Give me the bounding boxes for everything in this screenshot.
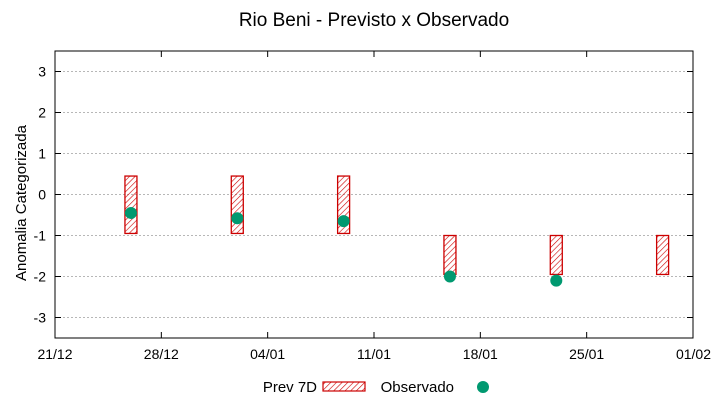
legend-label-obs: Observado [381,379,454,396]
observed-point [550,274,563,287]
x-tick-label: 11/01 [357,346,391,362]
legend: Prev 7D Observado [263,379,489,396]
forecast-bar [443,234,457,276]
forecast-bar [655,234,670,276]
observed-point [231,212,244,225]
chart-title: Rio Beni - Previsto x Observado [239,10,509,31]
legend-swatch-prev [322,381,366,392]
y-tick-label: 2 [38,105,46,121]
x-tick-label: 04/01 [250,346,285,362]
forecast-bar [549,234,563,276]
y-tick-label: -1 [34,228,47,244]
observed-point [124,206,137,219]
x-axis: 21/12 28/12 04/01 11/01 18/01 25/01 01/02 [37,51,711,362]
plot-area [54,50,694,339]
grid-lines [55,71,693,318]
x-tick-label: 28/12 [144,346,179,362]
observed-point [443,270,456,283]
x-tick-label: 01/02 [676,346,711,362]
forecast-series [124,175,670,276]
legend-label-prev: Prev 7D [263,379,317,396]
x-tick-label: 21/12 [37,346,72,362]
observed-series [124,206,563,287]
y-tick-label: -2 [34,269,47,285]
y-axis-title: Anomalia Categorizada [13,124,30,281]
forecast-bar [230,175,244,235]
x-tick-label: 25/01 [569,346,604,362]
forecast-bar [124,175,138,235]
observed-point [337,215,350,228]
legend-marker-obs [477,381,489,393]
y-tick-label: 0 [38,187,46,203]
y-tick-label: -3 [34,310,47,326]
y-tick-label: 3 [38,64,46,80]
y-tick-label: 1 [38,146,46,162]
y-axis: 3 2 1 0 -1 -2 -3 [34,64,693,326]
x-tick-label: 18/01 [463,346,498,362]
